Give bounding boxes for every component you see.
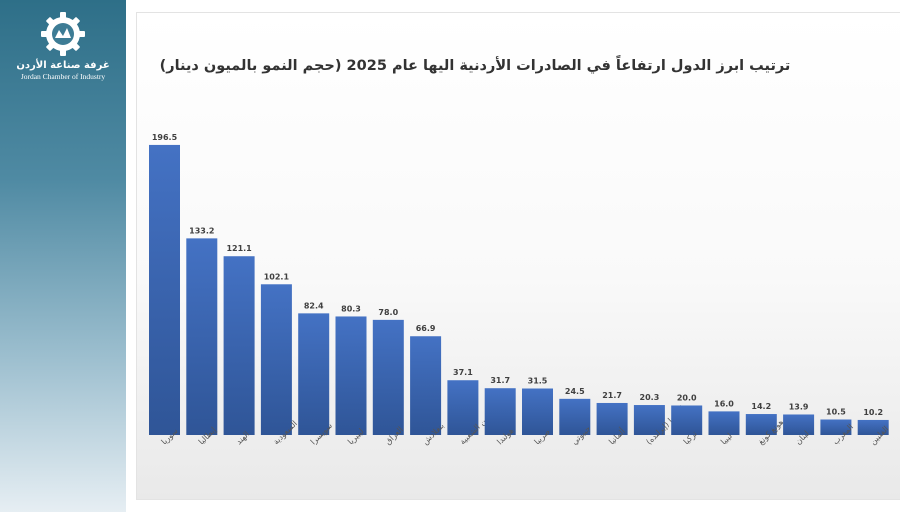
data-label-2: 133.2 (189, 226, 214, 235)
bar-12 (559, 398, 591, 435)
bar-10 (484, 388, 516, 435)
bar-17 (745, 414, 777, 435)
data-label-12: 24.5 (565, 387, 585, 396)
data-label-11: 31.5 (528, 377, 548, 386)
bar-2 (186, 238, 218, 435)
data-label-8: 66.9 (416, 324, 436, 333)
logo: غرفة صناعة الأردن Jordan Chamber of Indu… (0, 10, 126, 81)
data-label-13: 21.7 (602, 391, 622, 400)
bar-11 (522, 388, 553, 435)
data-label-5: 82.4 (304, 301, 324, 310)
logo-arabic-text: غرفة صناعة الأردن (16, 60, 110, 71)
bar-5 (298, 313, 330, 435)
data-label-7: 78.0 (378, 308, 398, 317)
data-label-15: 20.0 (677, 393, 697, 402)
data-label-6: 80.3 (341, 304, 361, 313)
data-label-20: 10.2 (863, 408, 883, 417)
data-label-10: 31.7 (490, 376, 510, 385)
data-label-4: 102.1 (264, 272, 290, 281)
logo-english-text: Jordan Chamber of Industry (20, 72, 106, 81)
data-label-1: 196.5 (152, 133, 178, 142)
bar-18 (783, 414, 815, 435)
bar-9 (447, 380, 479, 435)
side-panel: غرفة صناعة الأردن Jordan Chamber of Indu… (0, 0, 126, 512)
bar-7 (372, 319, 404, 435)
bar-14 (633, 405, 665, 435)
bar-6 (335, 316, 367, 435)
bar-8 (410, 336, 442, 435)
bar-15 (671, 405, 703, 435)
data-label-9: 37.1 (453, 368, 473, 377)
data-label-17: 14.2 (751, 402, 771, 411)
bar-13 (596, 402, 628, 435)
data-label-18: 13.9 (789, 402, 809, 411)
gear-logo-icon (41, 12, 85, 56)
bar-19 (820, 419, 852, 435)
data-label-16: 16.0 (714, 399, 734, 408)
bar-16 (708, 411, 740, 435)
data-label-14: 20.3 (640, 393, 660, 402)
chart-title: ترتيب ابرز الدول ارتفاعاً في الصادرات ال… (159, 58, 791, 74)
bar-20 (857, 419, 889, 435)
data-label-19: 10.5 (826, 408, 846, 417)
bar-4 (260, 284, 292, 435)
bar-1 (149, 144, 180, 435)
data-label-3: 121.1 (226, 244, 252, 253)
bar-3 (223, 256, 255, 435)
bar-chart: 196.5سوريا133.2إيطاليا121.1الهند102.1الس… (149, 133, 890, 447)
